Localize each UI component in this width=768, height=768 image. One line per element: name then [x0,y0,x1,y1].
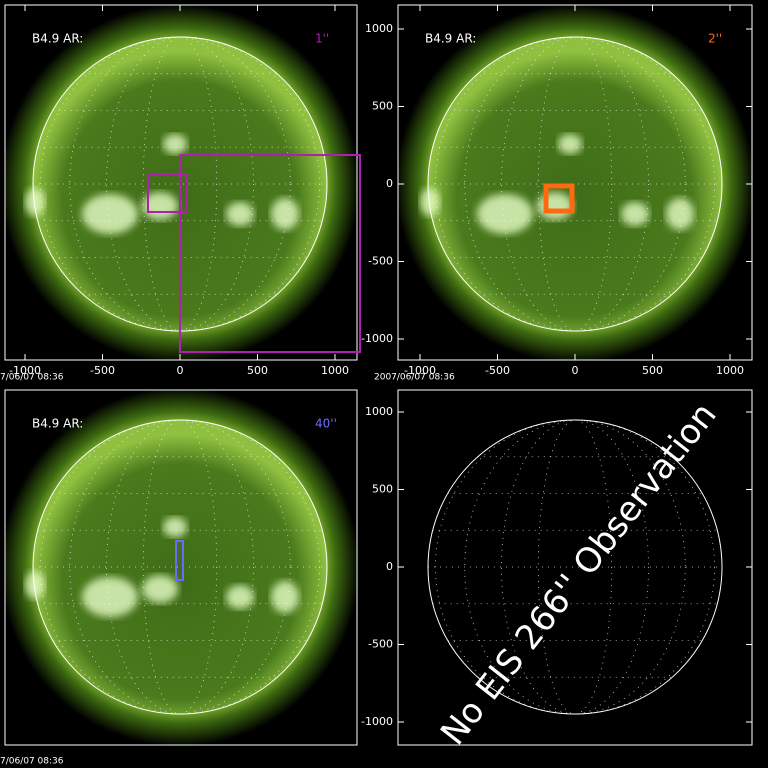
x-tick-label: 500 [642,364,663,377]
x-tick-label: -500 [90,364,115,377]
solar-disk [33,420,327,714]
y-tick-label: -500 [368,255,393,268]
x-tick-label: 0 [177,364,184,377]
active-region [271,198,299,230]
longitude-line [142,419,218,715]
no-data-message: No EIS 266'' Observation [433,395,725,752]
active-region [163,517,187,537]
resolution-label: 1'' [315,32,329,46]
panel [398,5,752,360]
longitude-line [39,36,321,332]
active-region [537,192,573,220]
y-tick-label: -1000 [361,332,393,345]
x-tick-label: -1000 [9,364,41,377]
x-tick-label: -500 [485,364,510,377]
active-region [25,188,45,216]
y-tick-label: -500 [368,638,393,651]
active-region [477,194,533,234]
longitude-line [106,419,254,715]
longitude-line [69,36,291,332]
panel [427,419,723,715]
flare-label: B4.9 AR: [32,32,83,46]
longitude-line [464,36,686,332]
y-tick-label: 1000 [365,405,393,418]
longitude-line [501,36,649,332]
timestamp: 7/06/07 08:36 [0,373,64,383]
active-region [82,577,138,617]
active-region [420,188,440,216]
active-region [558,134,582,154]
resolution-label: 40'' [315,417,337,431]
raster-box [147,173,188,213]
active-region [226,202,254,226]
longitude-line [464,419,686,715]
panel [5,390,357,745]
flare-label: B4.9 AR: [425,32,476,46]
longitude-line [69,419,291,715]
resolution-label: 2'' [708,32,722,46]
y-tick-label: 1000 [365,22,393,35]
x-tick-label: 0 [572,364,579,377]
active-region [163,134,187,154]
longitude-line [434,36,716,332]
active-region [271,581,299,613]
y-tick-label: 0 [386,177,393,190]
plot-frame [4,389,358,746]
timestamp: 7/06/07 08:36 [0,757,64,767]
raster-box [179,154,361,353]
active-region [666,198,694,230]
active-region [142,575,178,603]
longitude-line [537,36,613,332]
active-region [25,571,45,599]
active-region [226,585,254,609]
solar-disk [428,37,722,331]
x-tick-label: -1000 [404,364,436,377]
longitude-line [501,419,649,715]
y-tick-label: 0 [386,560,393,573]
longitude-line [434,419,716,715]
longitude-line [39,419,321,715]
x-tick-label: 1000 [716,364,744,377]
raster-box [175,540,184,581]
plot-frame [4,4,358,361]
raster-box [543,183,575,214]
y-tick-label: 500 [372,100,393,113]
x-tick-label: 1000 [321,364,349,377]
longitude-line [142,36,218,332]
active-region [621,202,649,226]
active-region [82,194,138,234]
flare-label: B4.9 AR: [32,417,83,431]
longitude-line [106,36,254,332]
longitude-line [537,419,613,715]
y-tick-label: 500 [372,483,393,496]
x-tick-label: 500 [247,364,268,377]
timestamp: 2007/06/07 08:36 [374,373,455,383]
y-tick-label: -1000 [361,715,393,728]
